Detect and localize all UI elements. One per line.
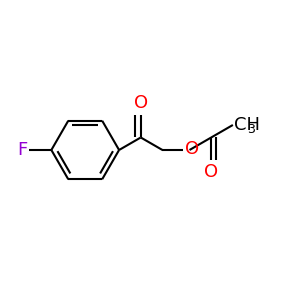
Text: CH: CH bbox=[234, 116, 260, 134]
Text: O: O bbox=[134, 94, 148, 112]
Text: O: O bbox=[185, 140, 200, 158]
Text: F: F bbox=[18, 141, 28, 159]
Text: O: O bbox=[204, 163, 218, 181]
Text: 3: 3 bbox=[247, 123, 255, 136]
